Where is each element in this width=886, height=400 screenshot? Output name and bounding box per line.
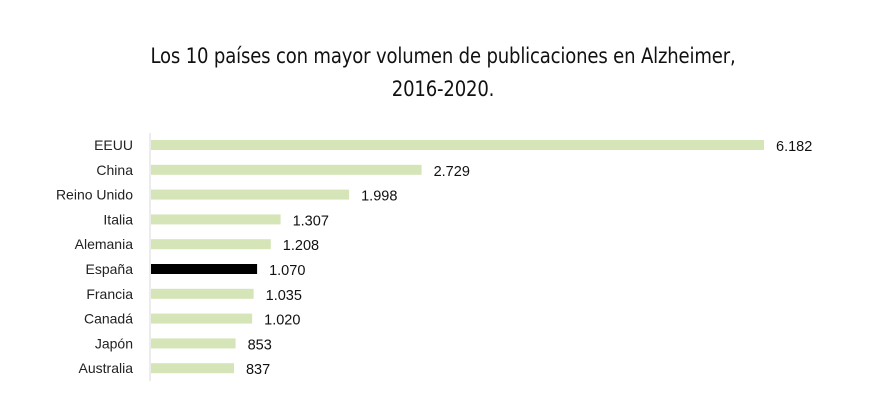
- value-label-australia: 837: [246, 362, 270, 378]
- category-labels: EEUU China Reino Unido Italia Alemania España…: [56, 137, 133, 376]
- category-label-reino-unido: Reino Unido: [56, 187, 133, 203]
- chart-title: Los 10 países con mayor volumen de publi…: [62, 40, 824, 106]
- value-label-italia: 1.307: [293, 213, 329, 229]
- bar-italia: [151, 214, 281, 225]
- chart-title-line-2: 2016-2020.: [391, 77, 495, 101]
- value-label-china: 2.729: [434, 164, 470, 180]
- value-label-canada: 1.020: [264, 313, 300, 329]
- category-label-alemania: Alemania: [75, 236, 134, 252]
- chart-title-line-1: Los 10 países con mayor volumen de publi…: [150, 44, 736, 68]
- bar-francia: [151, 288, 254, 299]
- category-label-francia: Francia: [86, 286, 133, 302]
- bar-japon: [151, 338, 236, 349]
- bars-group: [151, 140, 764, 374]
- value-label-reino-unido: 1.998: [361, 189, 397, 205]
- category-label-australia: Australia: [79, 360, 134, 376]
- bar-canada: [151, 313, 253, 324]
- value-labels: 6.182 2.729 1.998 1.307 1.208 1.070 1.035 1.020…: [246, 139, 812, 378]
- bar-china: [151, 164, 422, 175]
- category-label-japon: Japón: [95, 335, 133, 351]
- bar-reino-unido: [151, 189, 350, 200]
- category-label-canada: Canadá: [84, 311, 133, 327]
- bar-alemania: [151, 239, 271, 250]
- bar-espana: [151, 264, 258, 274]
- category-label-italia: Italia: [103, 211, 133, 227]
- category-label-espana: España: [86, 261, 134, 277]
- value-label-japon: 853: [248, 337, 272, 353]
- value-label-alemania: 1.208: [283, 238, 319, 254]
- bar-australia: [151, 363, 234, 374]
- value-label-francia: 1.035: [266, 288, 302, 304]
- value-label-espana: 1.070: [269, 263, 305, 279]
- category-label-eeuu: EEUU: [94, 137, 133, 153]
- category-label-china: China: [96, 162, 133, 178]
- bar-eeuu: [151, 140, 764, 150]
- value-label-eeuu: 6.182: [776, 139, 812, 155]
